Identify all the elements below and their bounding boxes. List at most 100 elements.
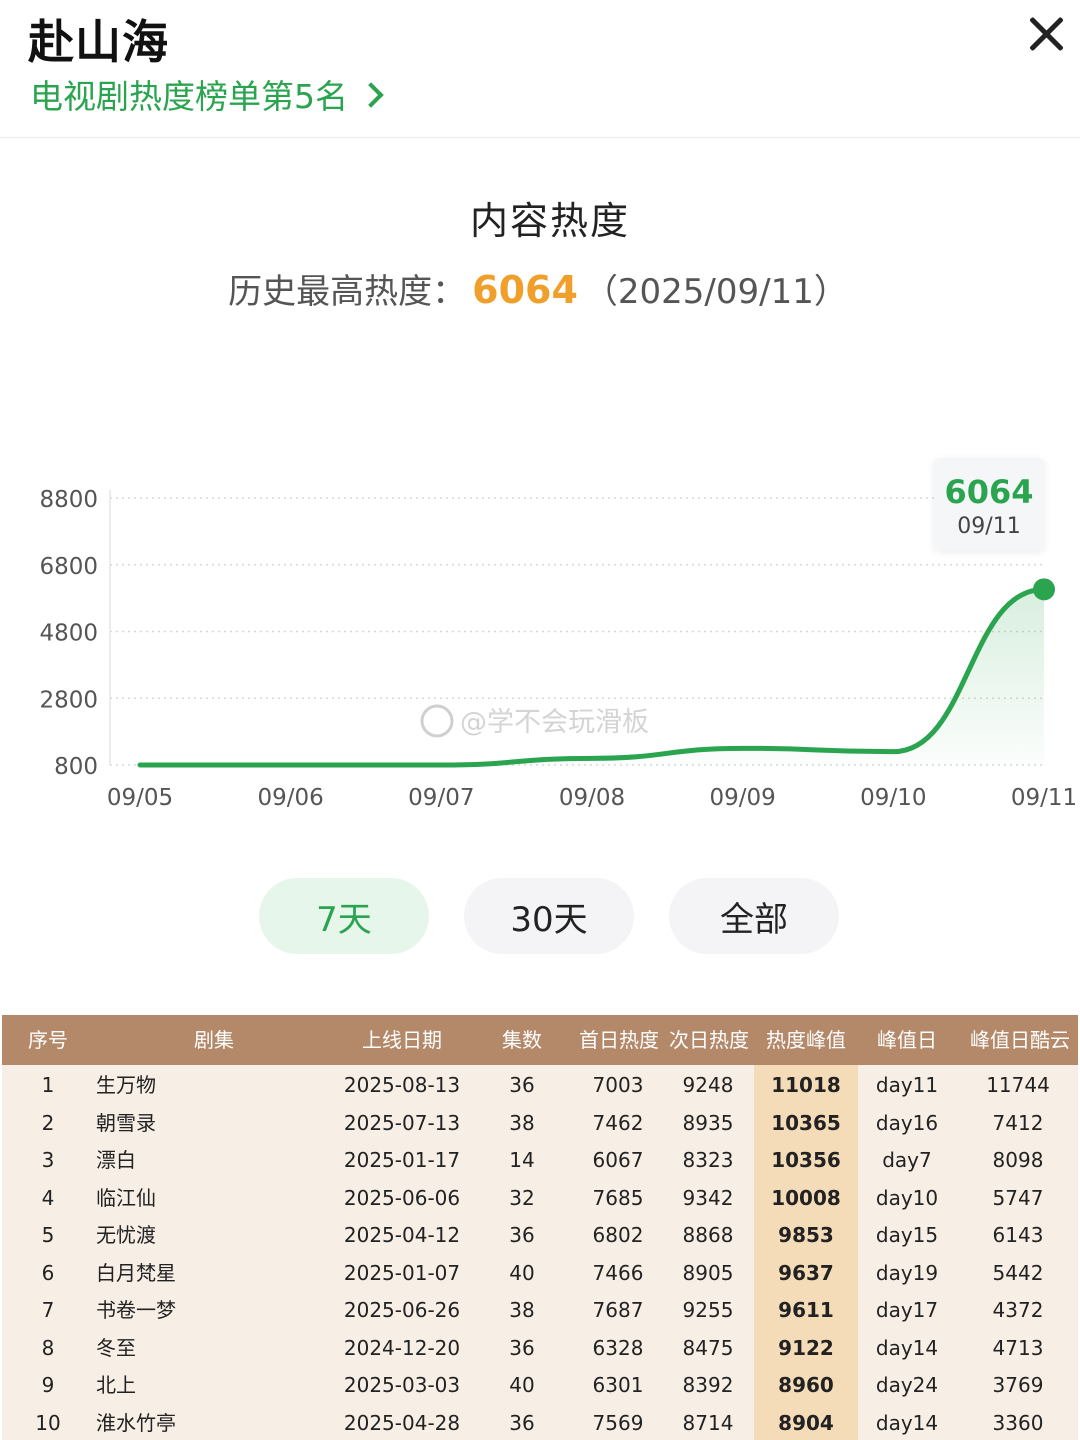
table-cell: day11: [875, 1073, 939, 1097]
table-cell: 冬至: [96, 1335, 136, 1360]
table-row[interactable]: 6 白月梵星 2025-01-07 40 7466 8905 9637 day19 5442: [2, 1255, 1078, 1293]
table-cell: 5747: [992, 1185, 1044, 1210]
table-cell: day10: [875, 1185, 939, 1210]
series-area: [140, 589, 1044, 765]
series-line: [137, 586, 1047, 768]
rank-link[interactable]: 电视剧热度榜单第5名: [30, 70, 384, 118]
table-cell: 9611: [778, 1298, 834, 1322]
table-cell: 38: [509, 1110, 535, 1135]
weibo-icon: [420, 704, 454, 738]
table-cell: 11744: [986, 1073, 1050, 1097]
table-cell: 4: [41, 1185, 55, 1210]
table-cell: 32: [509, 1185, 535, 1210]
table-cell: day24: [875, 1373, 939, 1397]
table-cell: 8935: [682, 1110, 734, 1135]
data-point[interactable]: [1033, 578, 1055, 601]
table-cell: 6143: [992, 1223, 1044, 1247]
table-cell: 10008: [771, 1185, 841, 1210]
table-cell: 10365: [771, 1110, 841, 1135]
table-cell: 2025-03-03: [343, 1373, 461, 1397]
column-header: 峰值日: [877, 1028, 937, 1052]
table-row[interactable]: 4 临江仙 2025-06-06 32 7685 9342 10008 day10 5747: [2, 1180, 1078, 1218]
table-cell: 10: [35, 1410, 61, 1435]
column-header: 首日热度: [579, 1028, 659, 1052]
column-header: 热度峰值: [766, 1028, 846, 1052]
table-cell: 36: [509, 1073, 535, 1097]
x-tick-label: 09/06: [258, 785, 324, 811]
table-cell: 北上: [96, 1373, 136, 1397]
table-cell: 4713: [992, 1335, 1044, 1360]
range-all-button[interactable]: 全部: [669, 878, 839, 954]
peak-value: 6064: [472, 268, 578, 312]
table-cell: 6: [41, 1260, 55, 1285]
watermark-text: @学不会玩滑板: [460, 707, 649, 738]
table-cell: 10356: [771, 1148, 841, 1172]
table-row[interactable]: 3 漂白 2025-01-17 14 6067 8323 10356 day7 8098: [2, 1142, 1078, 1180]
table-cell: 3769: [992, 1373, 1044, 1397]
column-header: 序号: [28, 1028, 68, 1052]
table-cell: 38: [509, 1298, 535, 1322]
table-cell: 7685: [592, 1185, 644, 1210]
table-cell: 1: [41, 1073, 55, 1097]
table-cell: 3: [41, 1148, 55, 1172]
x-tick-label: 09/05: [107, 785, 173, 811]
x-tick-label: 09/07: [408, 785, 474, 811]
y-tick-label: 800: [54, 754, 98, 780]
column-header: 上线日期: [362, 1028, 442, 1052]
table-cell: 2: [41, 1110, 55, 1135]
table-cell: 书卷一梦: [96, 1298, 176, 1322]
table-cell: 2025-06-06: [343, 1185, 461, 1210]
table-row[interactable]: 2 朝雪录 2025-07-13 38 7462 8935 10365 day16 7412: [2, 1105, 1078, 1143]
table-cell: 6301: [592, 1373, 644, 1397]
table-cell: 6328: [592, 1335, 644, 1360]
table-cell: 8714: [682, 1410, 734, 1435]
table-cell: day15: [875, 1223, 939, 1247]
table-cell: 36: [509, 1410, 535, 1435]
table-cell: 3360: [992, 1410, 1044, 1435]
peak-summary: 历史最高热度： 6064 （2025/09/11）: [0, 264, 1076, 313]
table-cell: 淮水竹亭: [96, 1410, 176, 1435]
peak-label: 历史最高热度：: [228, 272, 467, 312]
table-cell: 8098: [992, 1148, 1044, 1172]
table-cell: day16: [875, 1110, 939, 1135]
range-30d-button[interactable]: 30天: [464, 878, 634, 954]
table-cell: 7569: [592, 1410, 644, 1435]
table-cell: 9248: [682, 1073, 734, 1097]
table-row[interactable]: 7 书卷一梦 2025-06-26 38 7687 9255 9611 day17 4372: [2, 1292, 1078, 1330]
table-cell: 8904: [778, 1410, 834, 1435]
table-row[interactable]: 8 冬至 2024-12-20 36 6328 8475 9122 day14 4713: [2, 1330, 1078, 1368]
table-cell: 2025-07-13: [343, 1110, 461, 1135]
table-cell: 8392: [682, 1373, 734, 1397]
table-cell: 2024-12-20: [343, 1335, 461, 1360]
table-cell: 9255: [682, 1298, 734, 1322]
table-cell: 9: [41, 1373, 55, 1397]
table-cell: 9342: [682, 1185, 734, 1210]
table-row[interactable]: 10 淮水竹亭 2025-04-28 36 7569 8714 8904 day14 3360: [2, 1405, 1078, 1440]
x-tick-label: 09/10: [860, 785, 926, 811]
table-cell: 36: [509, 1335, 535, 1360]
y-tick-label: 6800: [39, 554, 98, 580]
table-cell: 36: [509, 1223, 535, 1247]
table-cell: 朝雪录: [96, 1110, 156, 1135]
x-tick-label: 09/11: [1011, 785, 1077, 811]
column-header: 次日热度: [669, 1028, 749, 1052]
table-cell: 8868: [682, 1223, 734, 1247]
table-row[interactable]: 9 北上 2025-03-03 40 6301 8392 8960 day24 3769: [2, 1367, 1078, 1405]
table-row[interactable]: 5 无忧渡 2025-04-12 36 6802 8868 9853 day15 6143: [2, 1217, 1078, 1255]
table-cell: 7687: [592, 1298, 644, 1322]
table-cell: 8960: [778, 1373, 834, 1397]
table-cell: 临江仙: [96, 1185, 156, 1210]
table-row[interactable]: 1 生万物 2025-08-13 36 7003 9248 11018 day11 11744: [2, 1067, 1078, 1105]
table-cell: 8: [41, 1335, 55, 1360]
table-cell: 7462: [592, 1110, 644, 1135]
x-tick-label: 09/09: [710, 785, 776, 811]
ranking-table: 序号 剧集 上线日期 集数 首日热度 次日热度 热度峰值 峰值日 峰值日酷云 1 生万物 2025-…: [2, 1015, 1078, 1440]
table-cell: 40: [509, 1260, 535, 1285]
table-cell: 7466: [592, 1260, 644, 1285]
y-tick-label: 2800: [39, 687, 98, 713]
close-icon[interactable]: [1024, 12, 1068, 56]
range-7d-button[interactable]: 7天: [259, 878, 429, 954]
table-cell: 7412: [992, 1110, 1044, 1135]
table-cell: 7003: [592, 1073, 644, 1097]
table-cell: day7: [882, 1148, 932, 1172]
